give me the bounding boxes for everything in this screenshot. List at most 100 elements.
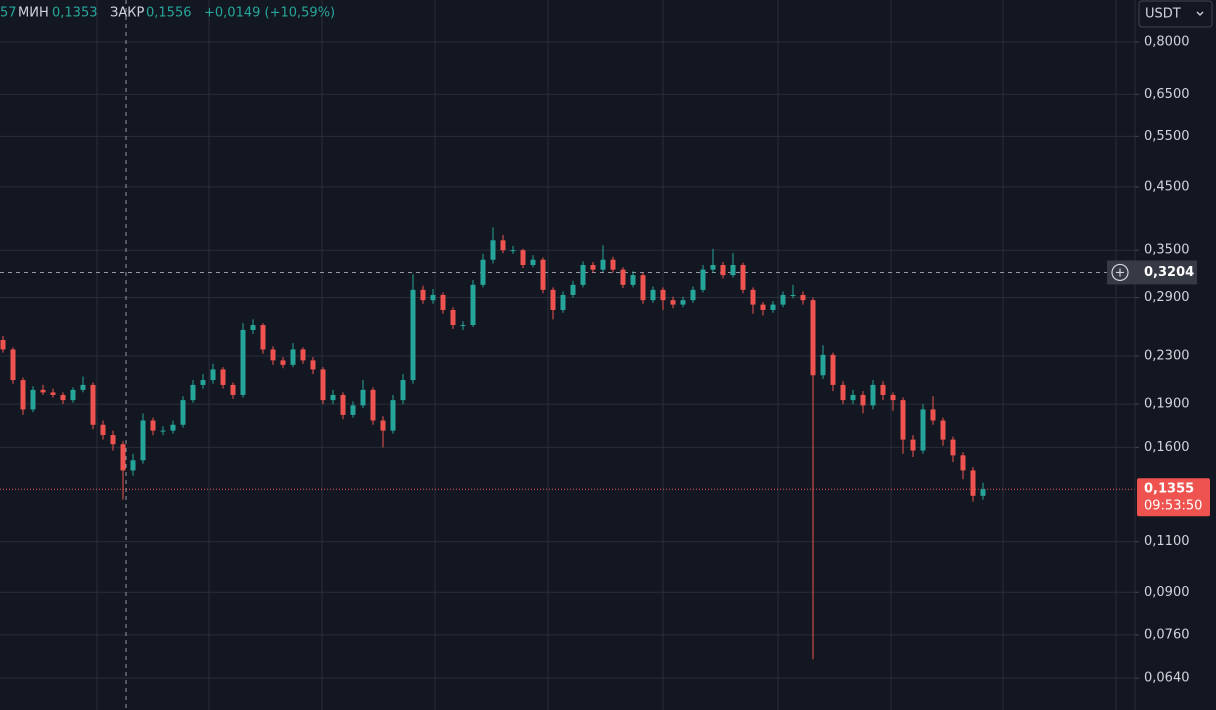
crosshair-price: 0,3204 [1144, 265, 1194, 280]
candle-body [720, 265, 726, 276]
candle-body [50, 392, 56, 395]
candle-body [950, 439, 956, 456]
candle-body [360, 389, 366, 406]
candle-body [190, 384, 196, 401]
candle-body [160, 430, 166, 432]
candle-body [510, 250, 516, 252]
candle-body [290, 349, 296, 365]
y-tick-label: 0,4500 [1144, 179, 1190, 194]
candle-body [270, 349, 276, 361]
candle-body [860, 394, 866, 406]
candle-body [520, 250, 526, 266]
candle-body [770, 304, 776, 311]
candle-body [660, 289, 666, 301]
candle-body [40, 389, 46, 393]
candle-body [410, 289, 416, 381]
y-tick-label: 0,1900 [1144, 397, 1190, 412]
last-price-label: 0,1355 [1144, 482, 1194, 497]
candle-body [210, 369, 216, 381]
candle-body [30, 389, 36, 410]
y-tick-label: 0,1100 [1144, 534, 1190, 549]
candle-body [330, 394, 336, 401]
candle-body [20, 380, 26, 410]
add-alert-plus [1116, 268, 1124, 277]
candle-body [430, 294, 436, 301]
candle-body [10, 349, 16, 381]
candle-body [450, 310, 456, 326]
legend-bar: 57 МИН 0,1353 ЗАКР 0,1556 +0,0149 (+10,5… [0, 6, 335, 21]
currency-box[interactable] [1138, 0, 1213, 28]
candle-body [120, 444, 126, 471]
candle-body [490, 240, 496, 260]
candle-body [260, 325, 266, 350]
candle-body [610, 259, 616, 270]
candle-body [890, 394, 896, 401]
candle-body [300, 349, 306, 361]
candle-body [0, 340, 6, 350]
candle-body [760, 304, 766, 311]
candle-body [870, 384, 876, 406]
currency-label[interactable]: USDT [1145, 7, 1181, 22]
y-tick-label: 0,0900 [1144, 585, 1190, 600]
candle-body [320, 369, 326, 401]
candle-body [220, 369, 226, 385]
partial-value: 57 [0, 6, 17, 21]
candle-body [730, 265, 736, 276]
low-value: 0,1353 [52, 6, 98, 21]
candle-body [340, 394, 346, 415]
candle-body [80, 384, 86, 390]
candle-body [110, 435, 116, 445]
candle-body [580, 265, 586, 285]
candle-body [390, 400, 396, 431]
add-alert-icon [1111, 263, 1129, 282]
candle-body [850, 394, 856, 401]
candle-body [820, 354, 826, 376]
y-tick-label: 0,2300 [1144, 348, 1190, 363]
candle-body [480, 259, 486, 285]
candle-body [690, 289, 696, 301]
grid [0, 0, 1135, 710]
candle-body [400, 380, 406, 401]
candle-body [650, 289, 656, 301]
candle-body [350, 405, 356, 415]
candle-body [540, 259, 546, 290]
candle-body [180, 400, 186, 425]
candle-body [700, 269, 706, 290]
candle-body [230, 384, 236, 395]
candle-body [560, 294, 566, 311]
currency-button[interactable]: USDT [1138, 0, 1213, 28]
candle-body [710, 265, 716, 270]
candle-body [630, 275, 636, 285]
plot [0, 0, 1135, 710]
close-value: 0,1556 [146, 6, 192, 21]
y-tick-label: 0,5500 [1144, 129, 1190, 144]
candle-body [70, 389, 76, 401]
countdown-label: 09:53:50 [1144, 499, 1202, 514]
candle-body [420, 289, 426, 301]
dropdown-arrow[interactable] [1196, 11, 1204, 16]
candle-body [170, 424, 176, 431]
candle-body [380, 420, 386, 431]
candle-body [970, 470, 976, 496]
y-tick-label: 0,8000 [1144, 34, 1190, 49]
candle-body [460, 325, 466, 327]
candle-body [280, 360, 286, 365]
candle-body [90, 384, 96, 425]
candle-body [240, 329, 246, 395]
candle-body [670, 300, 676, 305]
y-tick-label: 0,1600 [1144, 440, 1190, 455]
candle-body [530, 259, 536, 266]
candle-body [310, 360, 316, 370]
candle-body [960, 455, 966, 471]
candle-body [150, 420, 156, 431]
candle-body [590, 265, 596, 270]
candle-body [840, 384, 846, 401]
candle-body [620, 269, 626, 285]
candle-body [100, 424, 106, 436]
y-tick-label: 0,3500 [1144, 243, 1190, 258]
candle-body [600, 259, 606, 270]
y-tick-label: 0,0760 [1144, 627, 1190, 642]
candle-body [750, 289, 756, 305]
